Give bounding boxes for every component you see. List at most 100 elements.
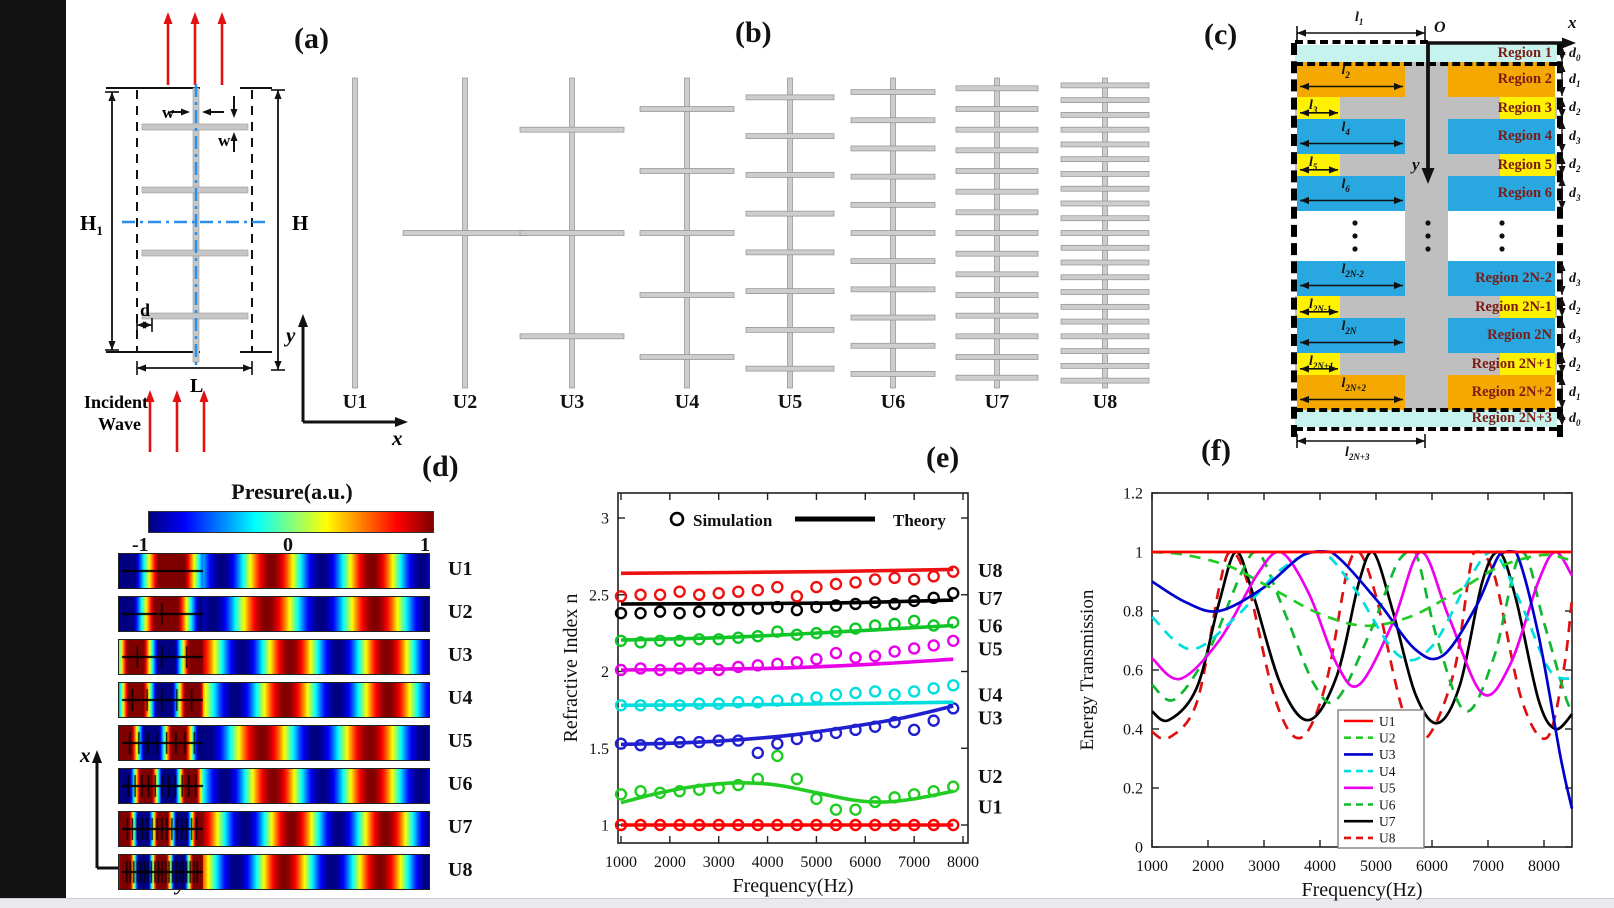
unit-structure-U1 (352, 77, 358, 389)
y-tick-label: 2.5 (589, 587, 609, 604)
region-block (1448, 261, 1555, 296)
x-tick-label: 1000 (1136, 858, 1168, 875)
x-tick-label: 6000 (1416, 858, 1448, 875)
region-block (1500, 353, 1555, 375)
series-label-U1: U1 (978, 797, 1002, 819)
strip-label-U2: U2 (448, 601, 473, 623)
x-tick-label: 1000 (605, 854, 637, 871)
region-name: Region 5 (1497, 156, 1552, 173)
bottom-length-label: l2N+3 (1345, 445, 1370, 462)
curve-U8 (1151, 550, 1574, 742)
x-axis-title: Frequency(Hz) (1301, 879, 1422, 901)
region-name: Region 1 (1497, 45, 1552, 61)
y-tick-label: 0 (1135, 840, 1143, 857)
x-axis-label: x (1567, 13, 1577, 32)
thickness-label: d2 (1569, 299, 1581, 316)
y-tick-label: 2 (601, 664, 609, 681)
region-block (1448, 62, 1555, 97)
colorbar-tick-min: -1 (132, 534, 149, 556)
series-label-U3: U3 (978, 708, 1002, 730)
length-label: l5 (1309, 155, 1318, 172)
region-name: Region 4 (1497, 128, 1552, 144)
x-axis-label: x (79, 743, 91, 767)
x-tick-label: 3000 (1248, 858, 1280, 875)
region-block (1295, 45, 1557, 62)
region-block (1295, 97, 1557, 119)
region-block (1297, 62, 1405, 97)
series-label-U2: U2 (978, 766, 1002, 788)
series-U5 (614, 634, 960, 677)
x-tick-label: 2000 (654, 854, 686, 871)
region-block (1295, 154, 1557, 176)
xy-axis-panel-b: y x (283, 314, 408, 448)
legend-entry-U1: U1 (1379, 714, 1396, 729)
legend: Simulation Theory (669, 511, 946, 530)
length-label: l6 (1341, 177, 1350, 194)
unit-structure-U6 (850, 77, 936, 389)
legend-theory: Theory (893, 511, 946, 530)
unit-structure-U7 (955, 77, 1039, 389)
x-tick-label: 7000 (898, 854, 930, 871)
gap-label-d: d (140, 300, 150, 320)
region-block (1500, 97, 1555, 119)
y-axis-label: y (283, 323, 296, 347)
series-label-U6: U6 (978, 615, 1002, 637)
thickness-label: d3 (1569, 128, 1581, 146)
unit-cell-schematic: w w H1 H d L Incident Wave (80, 12, 308, 452)
legend-entry-U2: U2 (1379, 731, 1396, 746)
x-axis-title: Frequency(Hz) (732, 875, 853, 897)
legend-entry-U8: U8 (1379, 831, 1396, 846)
curve-U4 (1151, 550, 1573, 681)
series-U4 (614, 679, 960, 712)
x-tick-label: 8000 (947, 854, 979, 871)
curve-U3 (1151, 549, 1574, 809)
region-block (1448, 375, 1555, 410)
thickness-label: d3 (1569, 185, 1581, 203)
thickness-label: d2 (1569, 100, 1581, 117)
unit-label-U4: U4 (674, 391, 700, 413)
series-label-U8: U8 (978, 560, 1002, 582)
region-block (1297, 375, 1405, 410)
length-label: l2N+2 (1341, 376, 1367, 393)
y-tick-label: 0.8 (1123, 604, 1143, 621)
y-tick-label: 1 (601, 818, 609, 835)
colorbar-tick-mid: 0 (283, 534, 293, 556)
region-block (1295, 410, 1557, 427)
thickness-label: d1 (1569, 384, 1581, 402)
length-label-L: L (190, 375, 203, 397)
panel-label-e: (e) (926, 441, 960, 474)
region-block (1295, 296, 1557, 318)
pressure-strip-U4 (118, 682, 430, 718)
thickness-label: d2 (1569, 356, 1581, 373)
series-U1 (614, 818, 960, 832)
unit-label-U8: U8 (1092, 391, 1118, 413)
region-name: Region 2N+3 (1471, 410, 1552, 426)
right-dashed-border (1557, 43, 1563, 437)
series-label-U7: U7 (978, 588, 1002, 610)
region-block (1297, 318, 1405, 353)
window-bottom-strip (0, 898, 1614, 908)
region-name: Region 3 (1497, 99, 1552, 116)
region-block (1448, 318, 1555, 353)
left-dashed-border (1291, 43, 1297, 437)
legend-entry-U4: U4 (1379, 764, 1396, 779)
colorbar-tick-max: 1 (420, 534, 430, 556)
series-label-U5: U5 (978, 638, 1002, 660)
unit-label-U7: U7 (984, 391, 1010, 413)
legend-entry-U6: U6 (1379, 797, 1396, 812)
y-axis-title: Energy Transmission (1077, 589, 1098, 750)
thickness-label: d1 (1569, 71, 1581, 89)
unit-label-U1: U1 (342, 391, 368, 413)
series-U6 (614, 614, 960, 649)
unit-structure-U8 (1060, 77, 1150, 389)
unit-label-U2: U2 (452, 391, 478, 413)
bottom-dashed-border (1295, 427, 1557, 431)
series-U3 (614, 702, 960, 760)
y-tick-label: 0.4 (1123, 722, 1143, 739)
length-label: l4 (1341, 120, 1350, 137)
left-black-bar (0, 0, 66, 898)
unit-structure-U3 (519, 77, 625, 389)
region-block (1295, 353, 1557, 375)
series-U8 (614, 565, 960, 603)
